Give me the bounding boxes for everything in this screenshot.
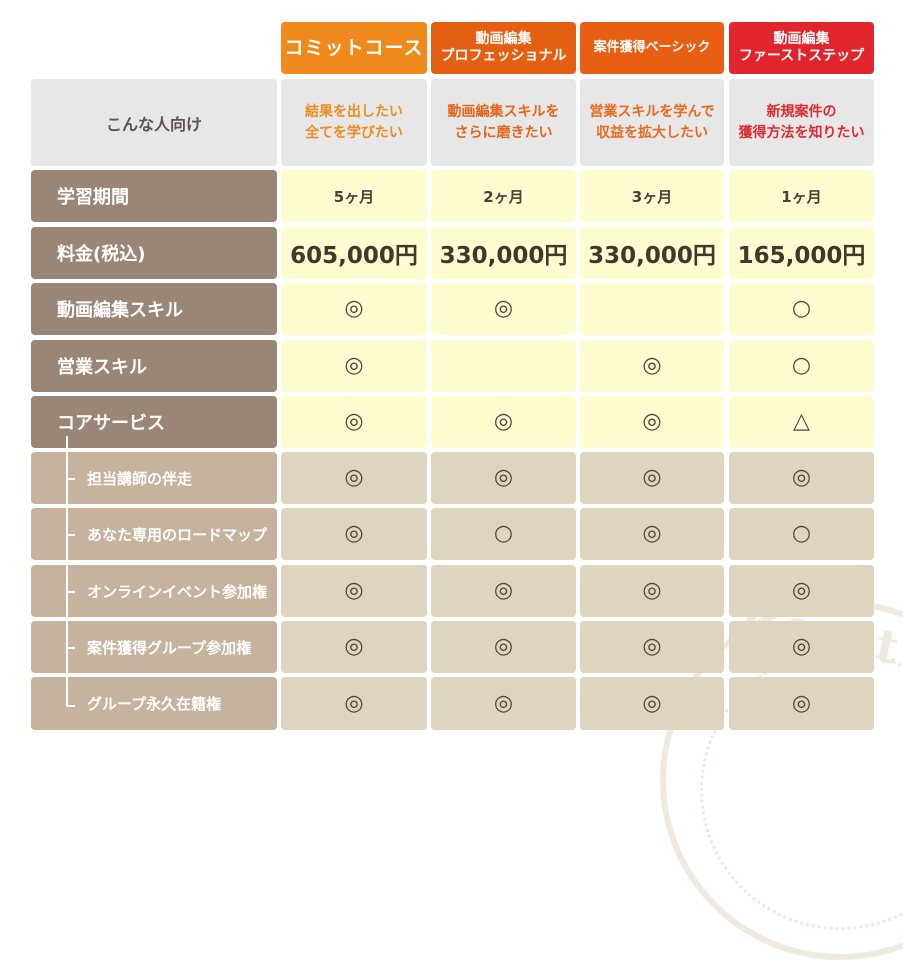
circle-icon: ○ xyxy=(729,283,874,335)
circle-icon: ○ xyxy=(729,340,874,392)
double-circle-icon: ◎ xyxy=(729,621,874,673)
course-header-first-step: 動画編集 ファーストステップ xyxy=(729,22,874,74)
empty-mark-cell xyxy=(580,283,724,335)
row-label-period: 学習期間 xyxy=(31,170,277,222)
double-circle-icon: ◎ xyxy=(580,340,724,392)
sub-row-label-instructor: 担当講師の伴走 xyxy=(31,452,277,504)
double-circle-icon: ◎ xyxy=(580,508,724,560)
period-cell: 2ヶ月 xyxy=(431,170,576,222)
price-cell: 605,000円 xyxy=(281,227,427,279)
double-circle-icon: ◎ xyxy=(281,677,427,730)
circle-icon: ○ xyxy=(729,508,874,560)
double-circle-icon: ◎ xyxy=(281,565,427,617)
tree-connector-branch xyxy=(66,705,75,707)
triangle-icon: △ xyxy=(729,396,874,448)
target-line: 獲得方法を知りたい xyxy=(738,124,865,141)
double-circle-icon: ◎ xyxy=(580,452,724,504)
target-line: さらに磨きたい xyxy=(454,124,553,141)
course-header-commit: コミットコース xyxy=(281,22,427,74)
target-cell: 動画編集スキルを さらに磨きたい xyxy=(431,79,576,166)
tree-connector-branch xyxy=(66,478,75,480)
double-circle-icon: ◎ xyxy=(580,396,724,448)
double-circle-icon: ◎ xyxy=(281,340,427,392)
double-circle-icon: ◎ xyxy=(281,621,427,673)
double-circle-icon: ◎ xyxy=(281,396,427,448)
course-name-line2: ファーストステップ xyxy=(738,48,865,64)
double-circle-icon: ◎ xyxy=(729,565,874,617)
double-circle-icon: ◎ xyxy=(580,565,724,617)
price-cell: 330,000円 xyxy=(431,227,576,279)
course-header-sales-basic: 案件獲得ベーシック xyxy=(580,22,724,74)
period-cell: 5ヶ月 xyxy=(281,170,427,222)
double-circle-icon: ◎ xyxy=(580,621,724,673)
course-name: コミットコース xyxy=(284,36,424,59)
row-label-sales-skill: 営業スキル xyxy=(31,340,277,392)
tree-connector-branch xyxy=(66,534,75,536)
course-header-video-pro: 動画編集 プロフェッショナル xyxy=(431,22,576,74)
tree-connector-vertical xyxy=(66,436,68,706)
course-name: 案件獲得ベーシック xyxy=(593,40,711,56)
sub-row-label-permanent-group: グループ永久在籍権 xyxy=(31,677,277,730)
double-circle-icon: ◎ xyxy=(431,283,576,335)
period-cell: 3ヶ月 xyxy=(580,170,724,222)
double-circle-icon: ◎ xyxy=(729,452,874,504)
target-cell: 結果を出したい 全てを学びたい xyxy=(281,79,427,166)
row-label-target: こんな人向け xyxy=(31,79,277,166)
target-line: 新規案件の xyxy=(766,104,837,121)
double-circle-icon: ◎ xyxy=(281,452,427,504)
target-line: 営業スキルを学んで xyxy=(589,104,715,121)
double-circle-icon: ◎ xyxy=(431,677,576,730)
row-label-video-skill: 動画編集スキル xyxy=(31,283,277,335)
course-name-line2: プロフェッショナル xyxy=(440,48,567,64)
target-line: 動画編集スキルを xyxy=(447,104,560,121)
tree-connector-branch xyxy=(66,647,75,649)
double-circle-icon: ◎ xyxy=(431,396,576,448)
target-line: 結果を出したい xyxy=(305,104,403,121)
double-circle-icon: ◎ xyxy=(281,508,427,560)
row-label-core-service: コアサービス xyxy=(31,396,277,448)
course-name-line1: 動画編集 xyxy=(773,31,830,48)
target-cell: 新規案件の 獲得方法を知りたい xyxy=(729,79,874,166)
course-name-line1: 動画編集 xyxy=(475,31,532,48)
double-circle-icon: ◎ xyxy=(431,452,576,504)
tree-connector-branch xyxy=(66,591,75,593)
row-label-price: 料金(税込) xyxy=(31,227,277,279)
target-line: 収益を拡大したい xyxy=(596,124,708,141)
target-line: 全てを学びたい xyxy=(305,124,403,141)
target-cell: 営業スキルを学んで 収益を拡大したい xyxy=(580,79,724,166)
circle-icon: ○ xyxy=(431,508,576,560)
price-cell: 165,000円 xyxy=(729,227,874,279)
double-circle-icon: ◎ xyxy=(431,565,576,617)
double-circle-icon: ◎ xyxy=(431,621,576,673)
double-circle-icon: ◎ xyxy=(580,677,724,730)
double-circle-icon: ◎ xyxy=(729,677,874,730)
period-cell: 1ヶ月 xyxy=(729,170,874,222)
price-cell: 330,000円 xyxy=(580,227,724,279)
empty-mark-cell xyxy=(431,340,576,392)
double-circle-icon: ◎ xyxy=(281,283,427,335)
